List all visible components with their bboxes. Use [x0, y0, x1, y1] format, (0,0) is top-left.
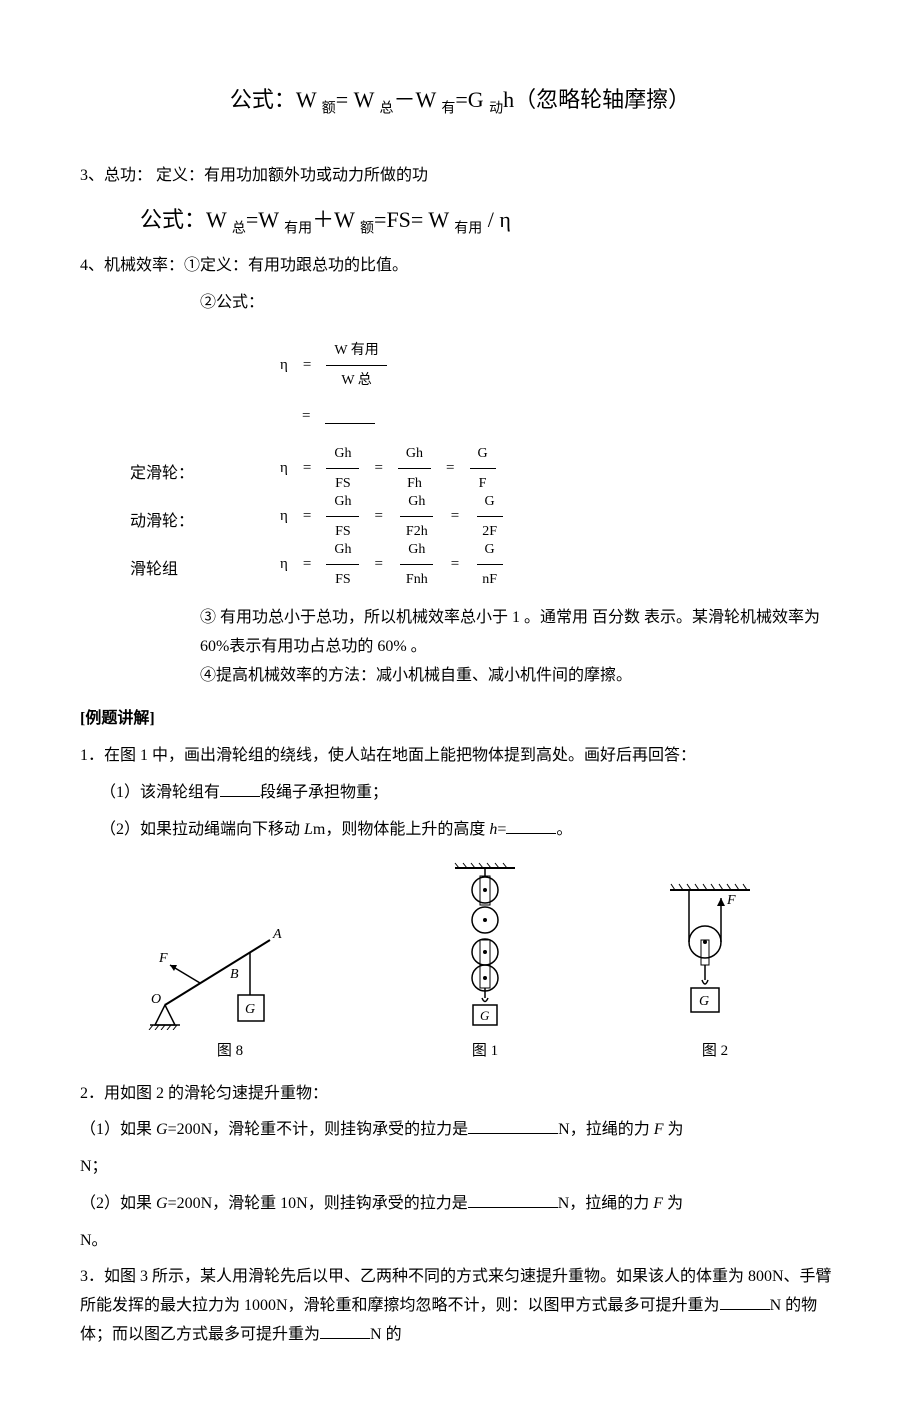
- question-1: 1．在图 1 中，画出滑轮组的绕线，使人站在地面上能把物体提到高处。画好后再回答…: [80, 742, 840, 771]
- figure-2: F G 图 2: [655, 880, 775, 1065]
- question-1-2: （2）如果拉动绳端向下移动 Lm，则物体能上升的高度 h=。: [100, 816, 840, 845]
- svg-text:A: A: [272, 927, 282, 942]
- figure-1: G 图 1: [445, 860, 525, 1065]
- eta-main-formula: η = W 有用 W 总 =: [280, 338, 840, 430]
- question-1-1: （1）该滑轮组有段绳子承担物重；: [100, 779, 840, 808]
- svg-text:G: G: [245, 1002, 255, 1017]
- item-3-total-work: 3、总功： 定义：有用功加额外功或动力所做的功: [80, 162, 840, 191]
- svg-text:O: O: [151, 992, 161, 1007]
- svg-text:B: B: [230, 967, 239, 982]
- svg-text:G: G: [480, 1008, 490, 1023]
- note-3: ③ 有用功总小于总功，所以机械效率总小于 1 。通常用 百分数 表示。某滑轮机械…: [200, 604, 840, 662]
- svg-text:G: G: [699, 994, 709, 1009]
- figures-row: O A F B G 图 8: [80, 860, 840, 1065]
- item-4-formula-label: ②公式：: [200, 289, 840, 318]
- pulley-labels: 定滑轮： 动滑轮： 滑轮组: [80, 445, 210, 594]
- pulley-fractions: η = GhFS = GhFh = GF η = GhFS = GhF2h = …: [210, 445, 505, 589]
- pulley-formulas-section: 定滑轮： 动滑轮： 滑轮组 η = GhFS = GhFh = GF η = G…: [80, 445, 840, 594]
- blank-underline: [325, 409, 375, 424]
- svg-text:F: F: [726, 893, 736, 908]
- formula-extra-work: 公式：W 额= W 总－W 有=G 动h（忽略轮轴摩擦）: [80, 80, 840, 122]
- q2-n-line1: N；: [80, 1153, 840, 1182]
- question-2: 2．用如图 2 的滑轮匀速提升重物：: [80, 1080, 840, 1109]
- q2-n-line2: N。: [80, 1227, 840, 1256]
- question-3: 3．如图 3 所示，某人用滑轮先后以甲、乙两种不同的方式来匀速提升重物。如果该人…: [80, 1263, 840, 1349]
- note-4: ④提高机械效率的方法：减小机械自重、减小机件间的摩擦。: [200, 662, 840, 691]
- formula-total-work: 公式：W 总=W 有用＋W 额=FS= W 有用 / η: [140, 200, 840, 242]
- svg-text:F: F: [158, 951, 168, 966]
- item-4-efficiency: 4、机械效率：①定义：有用功跟总功的比值。: [80, 252, 840, 281]
- example-header: [例题讲解]: [80, 705, 840, 734]
- question-2-1: （1）如果 G=200N，滑轮重不计，则挂钩承受的拉力是N，拉绳的力 F 为: [80, 1116, 840, 1145]
- question-2-2: （2）如果 G=200N，滑轮重 10N，则挂钩承受的拉力是N，拉绳的力 F 为: [80, 1190, 840, 1219]
- figure-8: O A F B G 图 8: [145, 910, 315, 1065]
